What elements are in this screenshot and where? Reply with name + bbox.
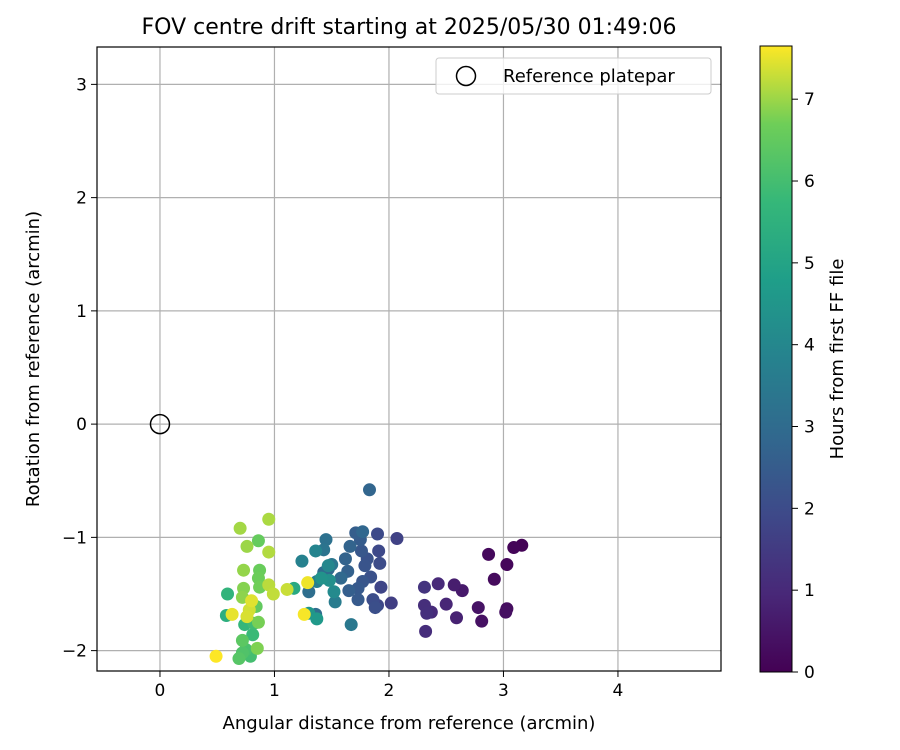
- scatter-point: [390, 531, 404, 545]
- scatter-point: [475, 614, 489, 628]
- scatter-point: [447, 578, 461, 592]
- scatter-point: [344, 618, 358, 632]
- colorbar-label: Hours from first FF file: [827, 259, 848, 460]
- scatter-point: [240, 539, 254, 553]
- scatter-point: [250, 641, 264, 655]
- scatter-point: [372, 544, 386, 558]
- colorbar-tick-label: 7: [804, 90, 815, 110]
- scatter-point: [417, 580, 431, 594]
- x-axis-ticks: 0 1 2 3 4: [155, 671, 624, 701]
- scatter-point: [384, 596, 398, 610]
- y-tick-label: 2: [76, 189, 87, 209]
- scatter-point: [338, 552, 352, 566]
- scatter-point: [232, 652, 246, 666]
- scatter-point: [374, 580, 388, 594]
- scatter-point: [246, 628, 260, 642]
- scatter-point: [319, 533, 333, 547]
- scatter-point: [420, 606, 434, 620]
- scatter-point: [482, 547, 496, 561]
- scatter-point: [439, 597, 453, 611]
- scatter-point: [301, 576, 315, 590]
- scatter-point: [507, 541, 521, 555]
- y-tick-label: −1: [62, 528, 87, 548]
- scatter-point: [373, 556, 387, 570]
- scatter-point: [262, 545, 276, 559]
- colorbar-tick-label: 2: [804, 499, 815, 519]
- scatter-point: [358, 559, 372, 573]
- scatter-point: [487, 572, 501, 586]
- scatter-point: [233, 521, 247, 535]
- plot-frame: [96, 46, 722, 672]
- y-tick-label: 0: [76, 415, 87, 435]
- scatter-point: [362, 483, 376, 497]
- scatter-point: [221, 587, 235, 601]
- scatter-point: [368, 601, 382, 615]
- scatter-point: [225, 607, 239, 621]
- y-tick-label: 3: [76, 75, 87, 95]
- colorbar-tick-label: 0: [804, 663, 815, 683]
- y-axis-ticks: −2 −1 0 1 2 3: [62, 75, 97, 662]
- scatter-point: [342, 584, 356, 598]
- scatter-point: [499, 605, 513, 619]
- plot-area: [97, 47, 721, 671]
- scatter-point: [356, 525, 370, 539]
- scatter-point: [500, 558, 514, 572]
- x-axis-label: Angular distance from reference (arcmin): [223, 713, 596, 734]
- scatter-point: [295, 554, 309, 568]
- scatter-point: [237, 563, 251, 577]
- scatter-point: [431, 577, 445, 591]
- scatter-point: [327, 585, 341, 599]
- colorbar-tick-label: 3: [804, 418, 815, 438]
- x-tick-label: 0: [155, 681, 166, 701]
- colorbar-tick-label: 4: [804, 336, 815, 356]
- scatter-point: [240, 610, 254, 624]
- scatter-point: [310, 612, 324, 626]
- scatter-point: [471, 601, 485, 615]
- scatter-point: [334, 571, 348, 585]
- reference-platepar-marker: [149, 413, 171, 435]
- colorbar: [759, 45, 793, 673]
- scatter-point: [314, 571, 328, 585]
- colorbar-tick-label: 5: [804, 254, 815, 274]
- legend-open-circle-marker: [455, 65, 477, 87]
- chart-title: FOV centre drift starting at 2025/05/30 …: [142, 15, 677, 40]
- x-tick-label: 3: [498, 681, 509, 701]
- grid: [97, 47, 721, 671]
- scatter-point: [419, 624, 433, 638]
- colorbar-ticks: 0 1 2 3 4 5 6 7: [792, 90, 815, 683]
- scatter-point: [262, 512, 276, 526]
- scatter-point: [450, 611, 464, 625]
- reference-marker: [149, 413, 171, 435]
- x-tick-label: 4: [613, 681, 624, 701]
- y-tick-label: 1: [76, 302, 87, 322]
- scatter-point: [297, 607, 311, 621]
- y-tick-label: −2: [62, 642, 87, 662]
- scatter-point: [235, 633, 249, 647]
- scatter-point: [309, 544, 323, 558]
- scatter-point: [266, 587, 280, 601]
- x-tick-label: 1: [269, 681, 280, 701]
- scatter-points: [209, 483, 529, 666]
- scatter-point: [351, 593, 365, 607]
- scatter-point: [371, 527, 385, 541]
- scatter-point: [321, 559, 335, 573]
- scatter-point: [245, 594, 259, 608]
- scatter-point: [209, 649, 223, 663]
- colorbar-tick-label: 1: [804, 581, 815, 601]
- scatter-point: [251, 615, 265, 629]
- legend-label: Reference platepar: [503, 66, 675, 87]
- x-tick-label: 2: [384, 681, 395, 701]
- legend: Reference platepar: [435, 57, 712, 95]
- scatter-point: [343, 539, 357, 553]
- colorbar-tick-label: 6: [804, 172, 815, 192]
- scatter-point: [354, 544, 368, 558]
- legend-box: [435, 57, 712, 95]
- scatter-point: [280, 582, 294, 596]
- y-axis-label: Rotation from reference (arcmin): [23, 211, 44, 507]
- scatter-point: [251, 534, 265, 548]
- scatter-point: [328, 595, 342, 609]
